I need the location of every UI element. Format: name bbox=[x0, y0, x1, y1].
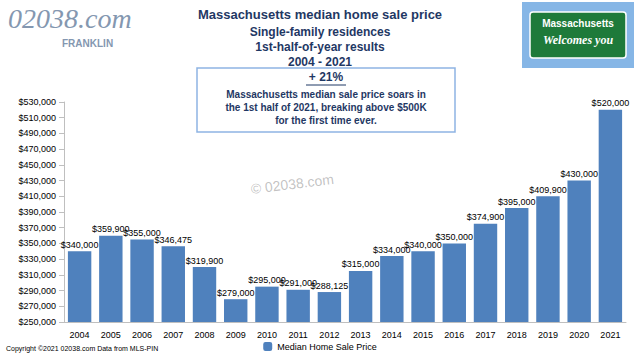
svg-text:$470,000: $470,000 bbox=[18, 144, 56, 154]
svg-text:$340,000: $340,000 bbox=[404, 239, 442, 250]
svg-text:2019: 2019 bbox=[538, 330, 558, 340]
svg-text:$350,000: $350,000 bbox=[436, 232, 474, 242]
svg-text:$409,900: $409,900 bbox=[529, 185, 567, 195]
svg-text:2021: 2021 bbox=[600, 330, 620, 340]
svg-text:FRANKLIN: FRANKLIN bbox=[62, 38, 113, 49]
svg-text:Massachusetts: Massachusetts bbox=[542, 18, 614, 29]
svg-text:2017: 2017 bbox=[475, 330, 495, 340]
svg-text:$450,000: $450,000 bbox=[18, 160, 56, 170]
svg-text:$319,900: $319,900 bbox=[186, 256, 224, 266]
svg-text:$510,000: $510,000 bbox=[18, 113, 56, 123]
svg-text:$530,000: $530,000 bbox=[18, 97, 56, 107]
svg-text:$315,000: $315,000 bbox=[342, 259, 380, 269]
svg-text:the 1st half of 2021, breaking: the 1st half of 2021, breaking above $50… bbox=[225, 102, 427, 113]
svg-text:2014: 2014 bbox=[382, 330, 402, 340]
svg-text:2004: 2004 bbox=[70, 330, 90, 340]
svg-text:2005: 2005 bbox=[101, 330, 121, 340]
svg-text:$374,900: $374,900 bbox=[467, 212, 505, 222]
svg-text:$295,000: $295,000 bbox=[248, 275, 286, 286]
svg-text:for the first time ever.: for the first time ever. bbox=[275, 115, 377, 126]
svg-text:© 02038.com: © 02038.com bbox=[250, 171, 335, 197]
svg-text:Copyright ©2021 02038.com Data: Copyright ©2021 02038.com Data from MLS-… bbox=[6, 345, 158, 353]
svg-text:$330,000: $330,000 bbox=[18, 254, 56, 264]
svg-text:2016: 2016 bbox=[444, 330, 464, 340]
svg-text:2013: 2013 bbox=[351, 330, 371, 340]
svg-text:2015: 2015 bbox=[413, 330, 433, 340]
svg-text:$291,000: $291,000 bbox=[279, 278, 317, 289]
svg-text:$520,000: $520,000 bbox=[592, 98, 630, 108]
svg-text:Massachusetts median home sale: Massachusetts median home sale price bbox=[198, 7, 442, 22]
svg-text:2007: 2007 bbox=[163, 330, 183, 340]
svg-text:$346,475: $346,475 bbox=[155, 235, 193, 245]
svg-text:2020: 2020 bbox=[569, 330, 589, 340]
svg-text:2012: 2012 bbox=[319, 330, 339, 340]
svg-text:2010: 2010 bbox=[257, 330, 277, 340]
svg-text:$290,000: $290,000 bbox=[18, 286, 56, 296]
svg-text:$340,000: $340,000 bbox=[61, 240, 99, 250]
svg-text:$370,000: $370,000 bbox=[18, 223, 56, 233]
svg-text:$430,000: $430,000 bbox=[560, 169, 598, 179]
svg-text:$334,000: $334,000 bbox=[373, 244, 411, 255]
svg-text:2011: 2011 bbox=[288, 330, 307, 340]
svg-text:$279,000: $279,000 bbox=[217, 288, 255, 298]
svg-text:Median Home Sale Price: Median Home Sale Price bbox=[277, 342, 377, 352]
svg-text:$410,000: $410,000 bbox=[18, 191, 56, 201]
svg-text:+ 21%: + 21% bbox=[309, 70, 344, 84]
svg-text:2018: 2018 bbox=[507, 330, 527, 340]
svg-text:$390,000: $390,000 bbox=[18, 207, 56, 217]
svg-text:2008: 2008 bbox=[194, 330, 214, 340]
svg-text:$430,000: $430,000 bbox=[18, 176, 56, 186]
svg-text:2006: 2006 bbox=[132, 330, 152, 340]
svg-text:$270,000: $270,000 bbox=[18, 301, 56, 311]
svg-text:$288,125: $288,125 bbox=[311, 281, 349, 291]
svg-text:2009: 2009 bbox=[226, 330, 246, 340]
svg-text:Single-family residences: Single-family residences bbox=[250, 25, 391, 39]
svg-text:$250,000: $250,000 bbox=[18, 317, 56, 327]
svg-text:$355,000: $355,000 bbox=[123, 228, 161, 238]
svg-text:$350,000: $350,000 bbox=[18, 238, 56, 248]
svg-text:2004 - 2021: 2004 - 2021 bbox=[288, 55, 352, 69]
svg-text:$310,000: $310,000 bbox=[18, 270, 56, 280]
svg-text:$395,000: $395,000 bbox=[498, 197, 536, 207]
svg-text:1st-half-of-year results: 1st-half-of-year results bbox=[255, 40, 385, 54]
svg-text:02038.com: 02038.com bbox=[8, 3, 132, 34]
svg-text:Massachusetts median sale pric: Massachusetts median sale price soars in bbox=[226, 89, 426, 100]
svg-text:$359,900: $359,900 bbox=[92, 224, 130, 235]
svg-text:Welcomes you: Welcomes you bbox=[543, 33, 613, 47]
svg-text:$490,000: $490,000 bbox=[18, 128, 56, 138]
